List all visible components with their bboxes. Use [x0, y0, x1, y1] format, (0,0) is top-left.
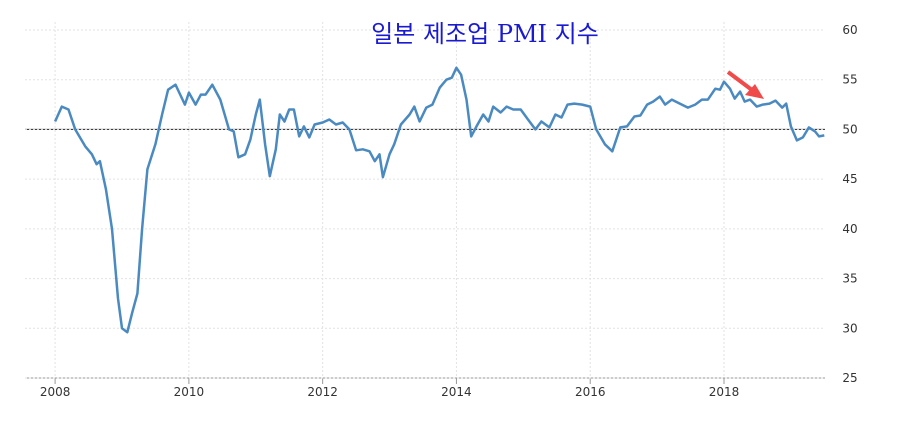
- annotation-arrow: [726, 70, 764, 99]
- x-tick-label: 2016: [575, 385, 606, 399]
- y-tick-label: 55: [842, 73, 857, 87]
- y-tick-label: 35: [842, 272, 857, 286]
- y-tick-label: 30: [842, 321, 857, 335]
- y-tick-label: 25: [842, 371, 857, 385]
- x-tick-label: 2010: [174, 385, 205, 399]
- x-tick-label: 2018: [709, 385, 740, 399]
- arrow-head: [745, 84, 764, 99]
- data-line: [53, 66, 825, 334]
- x-tick-label: 2014: [441, 385, 472, 399]
- y-tick-label: 50: [842, 122, 857, 136]
- y-tick-label: 60: [842, 23, 857, 37]
- x-tick-label: 2008: [40, 385, 71, 399]
- x-tick-label: 2012: [307, 385, 338, 399]
- chart-title: 일본 제조업 PMI 지수: [371, 20, 599, 48]
- y-tick-label: 45: [842, 172, 857, 186]
- y-tick-label: 40: [842, 222, 857, 236]
